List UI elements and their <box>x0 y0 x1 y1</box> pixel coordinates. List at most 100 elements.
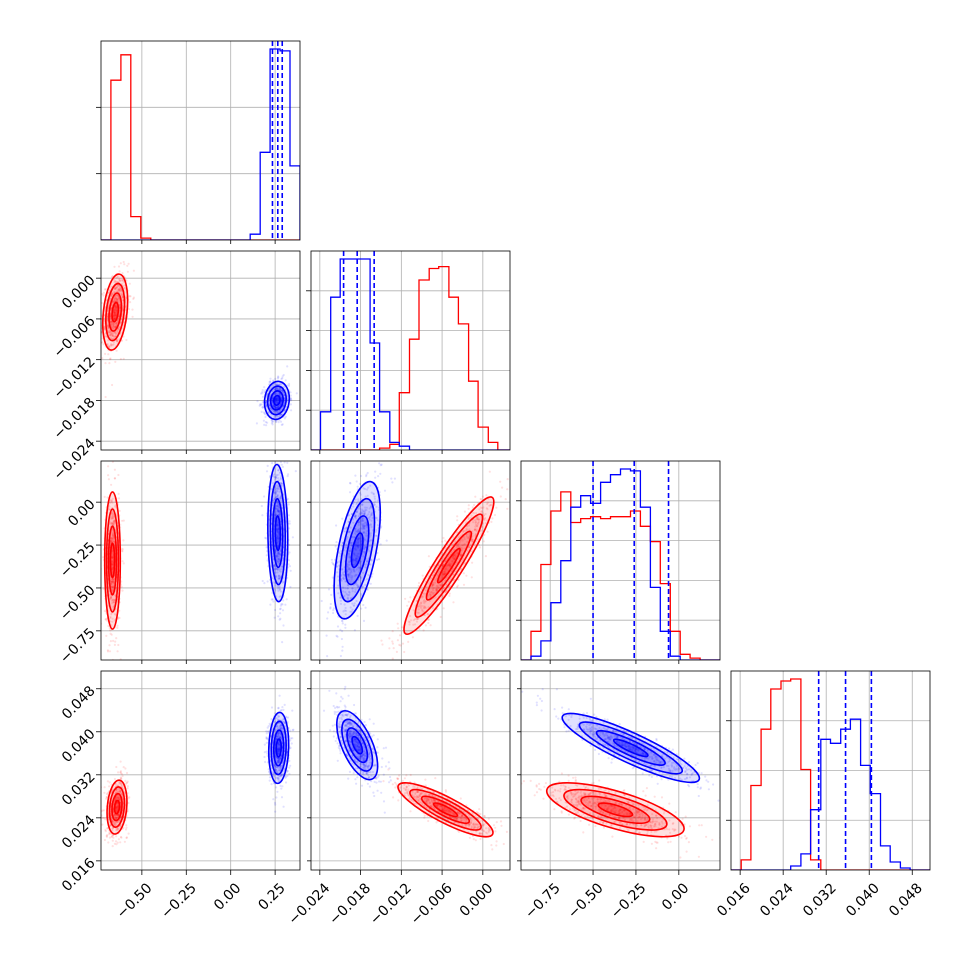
sample-point <box>288 543 291 546</box>
sample-point <box>451 559 454 563</box>
sample-point <box>120 836 123 839</box>
sample-point <box>363 550 366 553</box>
sample-point <box>474 534 477 537</box>
sample-point <box>107 624 110 628</box>
sample-point <box>355 582 358 585</box>
sample-point <box>280 463 283 466</box>
sample-point <box>348 514 351 517</box>
sample-point <box>282 624 285 627</box>
sample-point <box>121 278 124 281</box>
sample-point <box>272 379 275 382</box>
sample-point <box>271 399 274 402</box>
sample-point <box>432 589 435 592</box>
sample-point <box>347 567 350 570</box>
sample-point <box>391 657 394 660</box>
sample-point <box>276 398 279 401</box>
sample-point <box>283 393 286 396</box>
histogram-blue <box>101 48 300 240</box>
sample-point <box>287 384 291 387</box>
sample-point <box>109 337 113 340</box>
sample-point <box>473 503 476 507</box>
sample-point <box>274 398 277 401</box>
sample-point <box>276 507 279 510</box>
sample-point <box>417 584 420 588</box>
sample-point <box>277 552 280 555</box>
sample-point <box>274 478 277 481</box>
sample-point <box>110 537 113 540</box>
sample-point <box>276 392 279 395</box>
sample-point <box>279 383 282 386</box>
sample-point <box>121 549 124 552</box>
sample-point <box>460 544 464 547</box>
sample-point <box>348 568 351 571</box>
sample-point <box>108 831 111 834</box>
sample-point <box>117 616 120 619</box>
sample-point <box>276 535 279 538</box>
sample-point <box>279 496 282 499</box>
sample-point <box>444 553 447 556</box>
sample-point <box>261 392 264 395</box>
sample-point <box>107 465 110 468</box>
sample-point <box>327 588 331 591</box>
sample-point <box>349 526 352 529</box>
sample-point <box>436 584 439 587</box>
sample-point <box>360 592 363 596</box>
sample-point <box>109 315 112 318</box>
sample-point <box>373 542 376 545</box>
sample-point <box>361 516 364 519</box>
scatter-panel-1-2 <box>310 460 511 661</box>
sample-point <box>103 609 106 613</box>
sample-point <box>457 543 460 546</box>
sample-point <box>344 591 347 594</box>
sample-point <box>276 587 279 590</box>
sample-point <box>355 557 358 560</box>
sample-point <box>111 528 114 531</box>
sample-point <box>118 306 121 309</box>
sample-point <box>359 537 362 540</box>
sample-point <box>362 531 365 534</box>
sample-point <box>113 281 116 284</box>
sample-point <box>355 560 358 563</box>
sample-point <box>364 521 367 524</box>
sample-point <box>412 623 415 626</box>
sample-point <box>433 581 437 584</box>
sample-point <box>361 524 365 527</box>
sample-point <box>275 398 278 401</box>
sample-point <box>439 583 442 587</box>
sample-point <box>278 510 281 513</box>
sample-point <box>280 388 283 391</box>
sample-point <box>422 595 425 598</box>
sample-point <box>282 553 285 556</box>
sample-point <box>278 577 281 580</box>
sample-point <box>274 491 277 494</box>
sample-point <box>273 491 276 495</box>
sample-point <box>434 578 437 581</box>
sample-point <box>109 358 112 361</box>
sample-point <box>289 397 292 400</box>
sample-point <box>115 821 118 824</box>
sample-point <box>368 539 371 543</box>
sample-point <box>113 521 116 524</box>
sample-point <box>123 287 126 290</box>
sample-point <box>278 490 281 493</box>
sample-point <box>274 476 277 479</box>
sample-point <box>264 400 267 403</box>
sample-point <box>476 525 479 528</box>
sample-point <box>106 827 109 830</box>
sample-point <box>121 296 124 299</box>
sample-point <box>265 470 269 473</box>
sample-point <box>271 397 274 400</box>
sample-point <box>118 311 121 314</box>
sample-point <box>118 782 121 785</box>
sample-point <box>113 290 116 294</box>
sample-point <box>349 572 352 575</box>
sample-point <box>443 570 446 573</box>
sample-point <box>115 321 118 324</box>
sample-point <box>349 550 352 553</box>
sample-point <box>98 305 100 307</box>
sample-point <box>453 556 456 559</box>
sample-point <box>279 403 282 406</box>
sample-point <box>271 385 274 388</box>
sample-point <box>326 655 329 658</box>
sample-point <box>277 511 280 514</box>
